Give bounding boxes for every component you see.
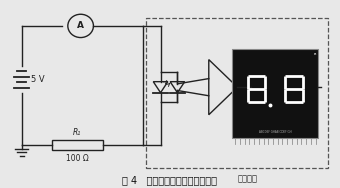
- Text: 图 4   光功率和电流关系特性测试: 图 4 光功率和电流关系特性测试: [122, 176, 218, 186]
- Text: A: A: [77, 21, 84, 30]
- Text: 100 Ω: 100 Ω: [66, 154, 89, 163]
- Bar: [147, 18, 328, 168]
- Bar: [232, 49, 318, 138]
- Text: R₁: R₁: [73, 128, 81, 137]
- Text: ABCDEF GHAB CDEF GH: ABCDEF GHAB CDEF GH: [259, 130, 292, 134]
- Text: в: в: [313, 52, 316, 56]
- Text: 光功率计: 光功率计: [238, 174, 258, 183]
- Bar: [52, 140, 103, 150]
- Text: 5 V: 5 V: [31, 75, 45, 84]
